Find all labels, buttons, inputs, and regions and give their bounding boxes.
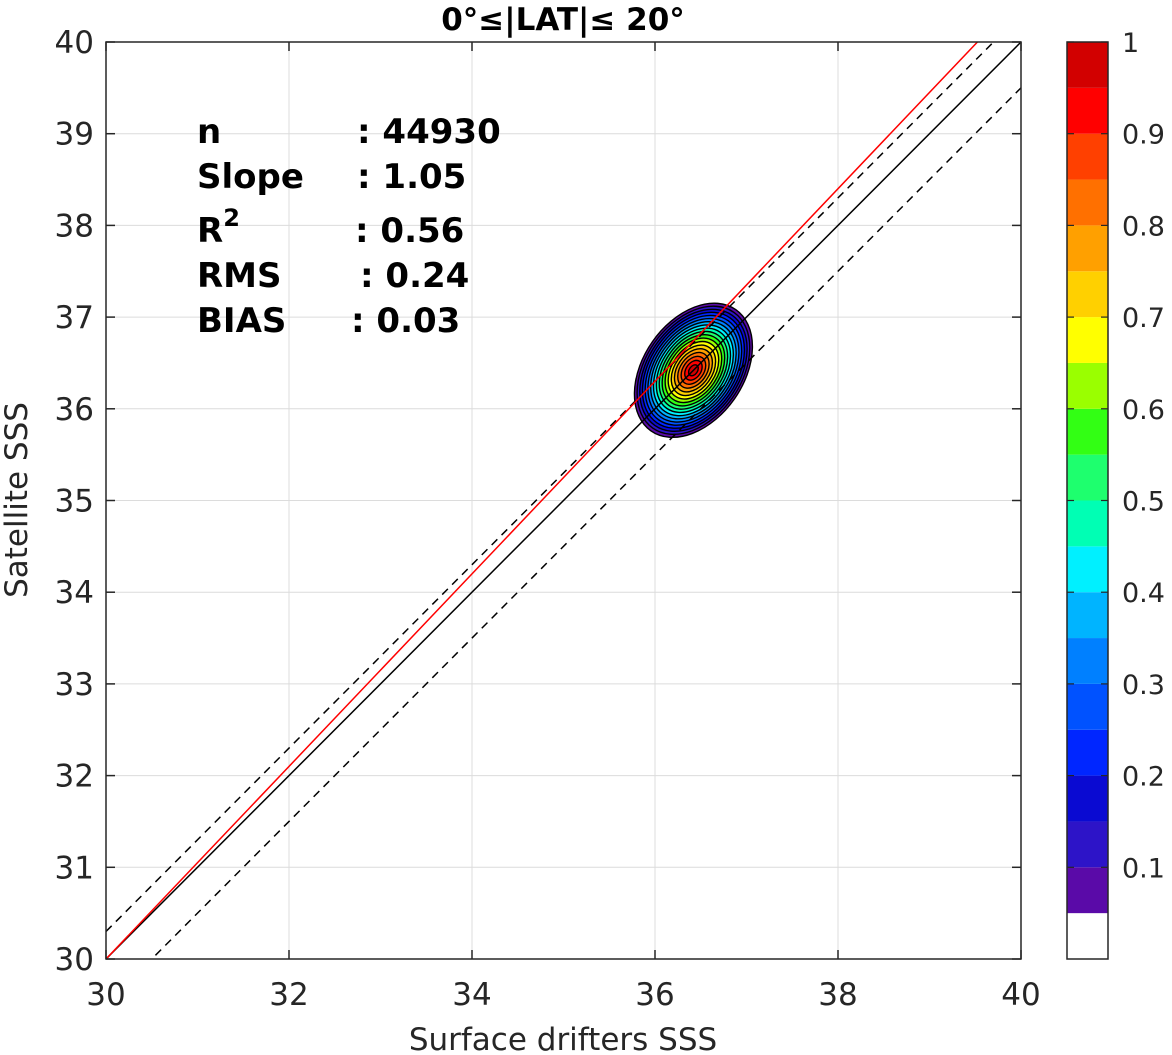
colorbar-tick-label: 1: [1122, 28, 1139, 59]
regression-line: [106, 42, 979, 959]
x-tick-label: 40: [1001, 977, 1040, 1013]
y-tick-label: 38: [55, 208, 94, 244]
colorbar-swatch: [1067, 913, 1108, 959]
x-tick-label: 34: [452, 977, 491, 1013]
colorbar-ticks: 0.1 0.2 0.3 0.4 0.5 0.6 0.7 0.8 0.9 1: [1067, 28, 1165, 884]
identity-plus-offset-line: [106, 42, 995, 933]
x-tick-label: 36: [635, 977, 674, 1013]
stat-slope-label: Slope: [197, 157, 304, 197]
colorbar-swatch: [1067, 638, 1108, 684]
y-tick-label: 32: [55, 759, 94, 795]
y-tick-label: 35: [55, 484, 94, 520]
stat-bias-value: : 0.03: [351, 301, 460, 341]
colorbar-tick-label: 0.9: [1122, 120, 1165, 151]
identity-line: [106, 42, 1021, 959]
stat-bias-label: BIAS: [197, 301, 286, 341]
stat-rms-value: : 0.24: [360, 256, 469, 296]
stat-r2-base: R: [197, 211, 223, 251]
colorbar-swatch: [1067, 729, 1108, 776]
colorbar-tick-label: 0.5: [1122, 487, 1165, 518]
colorbar-swatch: [1067, 592, 1108, 639]
colorbar-swatch: [1067, 775, 1108, 822]
colorbar-swatch: [1067, 179, 1108, 226]
x-axis-label: Surface drifters SSS: [409, 1022, 717, 1055]
stat-n-value: : 44930: [357, 112, 501, 152]
y-tick-label: 33: [55, 667, 94, 703]
x-tick-label: 38: [818, 977, 857, 1013]
stat-r2-label: R2: [197, 204, 240, 251]
x-tick-label: 32: [269, 977, 308, 1013]
identity-minus-offset-line: [150, 87, 1021, 959]
colorbar-tick-label: 0.1: [1122, 853, 1165, 884]
y-axis-ticks: 30 31 32 33 34 35 36 37 38 39 40: [55, 25, 1021, 978]
reference-lines: [106, 42, 1021, 959]
colorbar-swatch: [1067, 546, 1108, 593]
colorbar-tick-label: 0.3: [1122, 670, 1165, 701]
colorbar-tick-label: 0.4: [1122, 578, 1165, 609]
colorbar-swatch: [1067, 271, 1108, 318]
y-tick-label: 40: [55, 25, 94, 61]
colorbar-tick-label: 0.6: [1122, 395, 1165, 426]
stat-r2-value: : 0.56: [355, 211, 464, 251]
colorbar-swatch: [1067, 500, 1108, 547]
colorbar-swatch: [1067, 87, 1108, 134]
colorbar-tick-label: 0.2: [1122, 762, 1165, 793]
colorbar-swatch: [1067, 821, 1108, 868]
colorbar-swatch: [1067, 408, 1108, 455]
y-axis-label: Satellite SSS: [0, 402, 35, 598]
x-axis-ticks: 30 32 34 36 38 40: [86, 42, 1041, 1013]
chart-title: 0°≤|LAT|≤ 20°: [441, 2, 685, 38]
stat-slope-value: : 1.05: [357, 157, 466, 197]
stat-rms-label: RMS: [197, 256, 282, 296]
colorbar: [1067, 42, 1108, 959]
y-tick-label: 30: [55, 942, 94, 978]
colorbar-swatch: [1067, 362, 1108, 409]
y-tick-label: 34: [55, 575, 94, 611]
y-tick-label: 39: [55, 117, 94, 153]
x-tick-label: 30: [86, 977, 125, 1013]
colorbar-swatch: [1067, 867, 1108, 914]
colorbar-swatch: [1067, 317, 1108, 363]
colorbar-tick-label: 0.8: [1122, 211, 1165, 242]
y-tick-label: 36: [55, 392, 94, 428]
colorbar-swatch: [1067, 225, 1108, 272]
y-tick-label: 31: [55, 850, 94, 886]
colorbar-swatch: [1067, 683, 1108, 730]
y-tick-label: 37: [55, 300, 94, 336]
stat-n-label: n: [197, 112, 221, 152]
colorbar-swatch: [1067, 133, 1108, 180]
colorbar-tick-label: 0.7: [1122, 303, 1165, 334]
stats-box: n : 44930 Slope : 1.05 R2 : 0.56 RMS : 0…: [197, 112, 501, 341]
colorbar-swatch: [1067, 42, 1108, 88]
colorbar-swatch: [1067, 454, 1108, 501]
stat-r2-sup: 2: [223, 204, 240, 232]
